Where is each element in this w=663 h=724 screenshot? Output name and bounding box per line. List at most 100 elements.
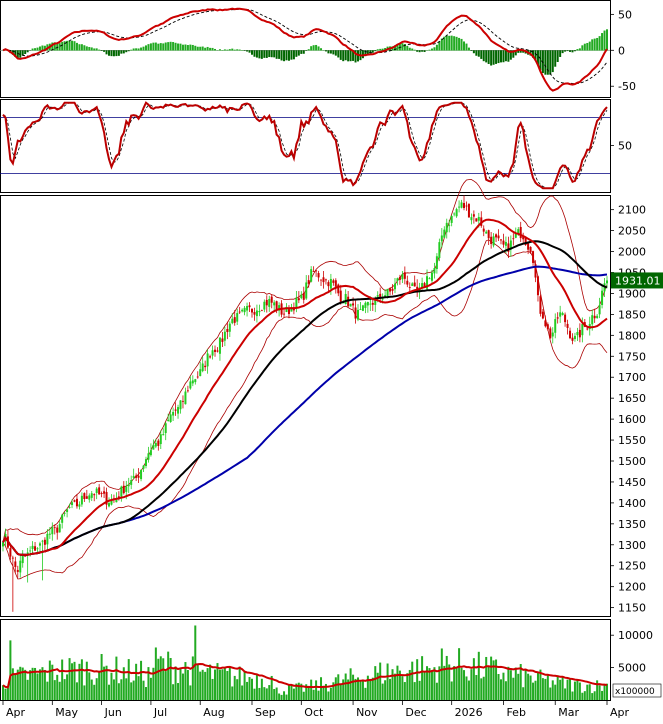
- volume-bar: [128, 659, 130, 700]
- volume-bar: [108, 685, 110, 700]
- macd-hist-bar: [446, 35, 448, 50]
- volume-bar: [120, 679, 122, 700]
- candle: [362, 305, 364, 311]
- volume-bar: [465, 676, 467, 700]
- macd-hist-bar: [34, 48, 36, 50]
- volume-bar: [24, 670, 26, 700]
- volume-bar: [443, 666, 445, 700]
- volume-bar: [273, 689, 275, 700]
- volume-bar: [180, 669, 182, 700]
- macd-hist-bar: [433, 47, 435, 50]
- volume-bar: [517, 674, 519, 700]
- volume-bar: [162, 658, 164, 700]
- volume-bar: [251, 679, 253, 700]
- last-price-label: 1931.01: [615, 274, 661, 287]
- stoch-tick-label: 50: [618, 140, 632, 153]
- macd-hist-bar: [330, 50, 332, 53]
- volume-bar: [337, 674, 339, 700]
- price-tick-label: 1850: [618, 308, 646, 321]
- x-tick-label: Jun: [104, 706, 122, 719]
- macd-hist-bar: [345, 50, 347, 60]
- volume-bar: [392, 669, 394, 700]
- candle: [350, 304, 352, 307]
- volume-bar: [512, 678, 514, 700]
- macd-hist-bar: [180, 44, 182, 51]
- volume-bar: [532, 683, 534, 700]
- macd-hist-bar: [458, 38, 460, 51]
- volume-bar: [401, 676, 403, 700]
- macd-hist-bar: [571, 50, 573, 52]
- macd-hist-bar: [98, 50, 100, 51]
- macd-hist-bar: [599, 36, 601, 50]
- volume-bar: [364, 688, 366, 700]
- volume-bar: [39, 669, 41, 700]
- volume-bar: [110, 673, 112, 700]
- macd-hist-bar: [441, 39, 443, 51]
- x-tick-label: Oct: [304, 706, 324, 719]
- volume-bar: [431, 670, 433, 700]
- macd-hist-bar: [239, 50, 241, 51]
- volume-bar: [83, 685, 85, 700]
- macd-hist-bar: [27, 50, 29, 52]
- macd-hist-bar: [559, 50, 561, 57]
- macd-hist-bar: [483, 50, 485, 61]
- macd-hist-bar: [278, 50, 280, 59]
- volume-bar: [502, 673, 504, 700]
- volume-bar: [12, 668, 14, 700]
- macd-hist-bar: [490, 50, 492, 65]
- macd-hist-bar: [170, 42, 172, 51]
- volume-bar: [579, 683, 581, 700]
- macd-tick-label: 0: [618, 44, 625, 57]
- volume-bar: [384, 680, 386, 700]
- volume-bar: [406, 673, 408, 700]
- volume-bar: [199, 672, 201, 700]
- volume-bar: [544, 679, 546, 700]
- price-tick-label: 1800: [618, 329, 646, 342]
- macd-hist-bar: [152, 43, 154, 51]
- macd-hist-bar: [175, 43, 177, 51]
- volume-bar: [44, 670, 46, 700]
- price-tick-label: 1200: [618, 581, 646, 594]
- volume-bar: [458, 648, 460, 700]
- volume-bar: [589, 684, 591, 700]
- macd-hist-bar: [322, 50, 324, 51]
- macd-hist-bar: [32, 49, 34, 51]
- volume-bar: [591, 693, 593, 700]
- macd-hist-bar: [498, 50, 500, 63]
- volume-bar: [64, 679, 66, 700]
- macd-hist-bar: [172, 42, 174, 51]
- macd-hist-bar: [414, 50, 416, 51]
- macd-hist-bar: [574, 50, 576, 51]
- price-tick-label: 1750: [618, 350, 646, 363]
- macd-hist-bar: [502, 50, 504, 62]
- macd-hist-bar: [96, 48, 98, 50]
- volume-bar: [263, 687, 265, 700]
- macd-hist-bar: [298, 50, 300, 55]
- macd-hist-bar: [276, 50, 278, 59]
- macd-hist-bar: [337, 50, 339, 57]
- volume-bar: [140, 661, 142, 700]
- volume-bar: [71, 663, 73, 700]
- volume-bar: [394, 674, 396, 700]
- macd-hist-bar: [69, 41, 71, 51]
- macd-hist-bar: [350, 50, 352, 61]
- macd-hist-bar: [61, 42, 63, 51]
- x-tick-label: Dec: [405, 706, 426, 719]
- volume-bar: [451, 681, 453, 700]
- volume-bar: [81, 659, 83, 700]
- volume-bar: [286, 695, 288, 700]
- macd-hist-bar: [453, 36, 455, 50]
- macd-hist-bar: [576, 49, 578, 51]
- volume-bar: [7, 688, 9, 700]
- macd-hist-bar: [332, 50, 334, 54]
- volume-bar: [500, 679, 502, 700]
- macd-hist-bar: [194, 46, 196, 51]
- volume-bar: [522, 687, 524, 700]
- volume-bar: [182, 674, 184, 700]
- macd-hist-bar: [263, 50, 265, 58]
- volume-bar: [569, 679, 571, 700]
- price-tick-label: 2050: [618, 225, 646, 238]
- volume-bar: [96, 678, 98, 700]
- price-tick-label: 1700: [618, 371, 646, 384]
- volume-bar: [266, 688, 268, 700]
